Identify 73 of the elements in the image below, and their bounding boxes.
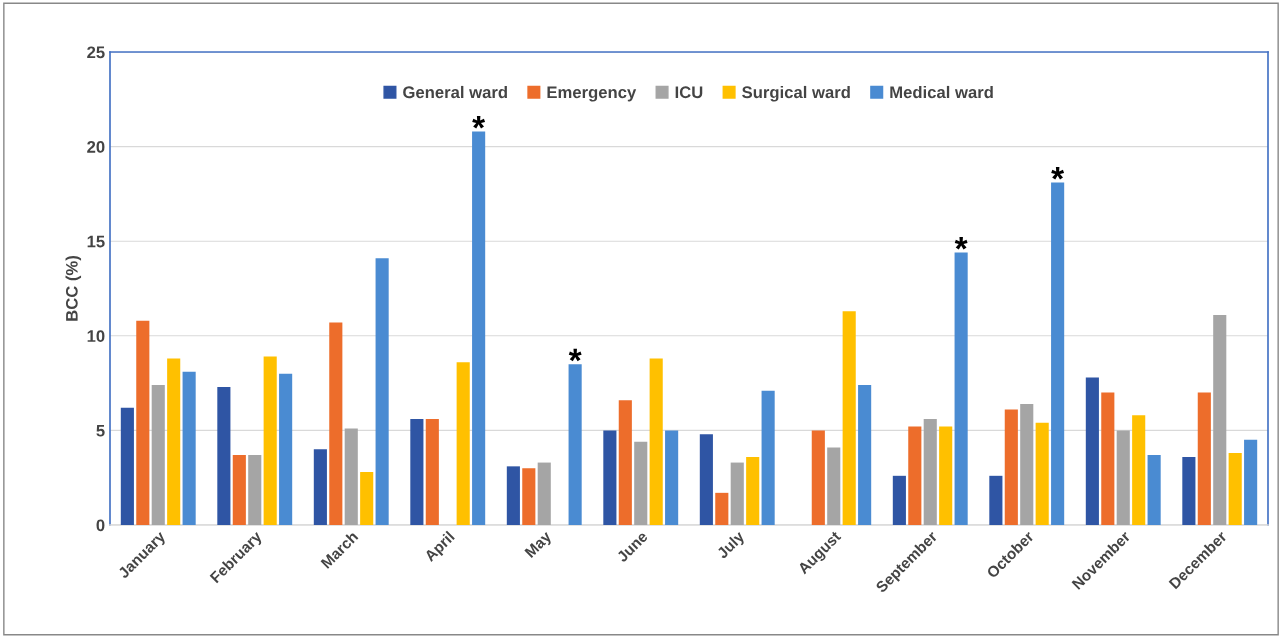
- bar: [858, 384, 872, 525]
- bar: [329, 322, 343, 525]
- bar: [263, 356, 277, 525]
- bar: [279, 373, 293, 525]
- bar: [167, 358, 181, 525]
- bar: [827, 447, 841, 525]
- bar: [746, 456, 760, 525]
- bar: [954, 252, 968, 525]
- bar: [908, 426, 922, 525]
- bar: [892, 475, 906, 525]
- bar: [603, 430, 617, 525]
- y-tick-label: 20: [87, 141, 105, 153]
- annotation: *: [1051, 167, 1065, 180]
- bar: [472, 131, 486, 525]
- bar: [842, 311, 856, 525]
- bar: [939, 426, 953, 525]
- bar: [1004, 409, 1018, 525]
- bar: [1197, 392, 1211, 525]
- annotation: *: [472, 116, 486, 129]
- bar: [506, 466, 520, 525]
- annotation: *: [954, 237, 968, 250]
- bar: [456, 362, 470, 525]
- legend-label: Medical ward: [890, 85, 993, 99]
- bar: [568, 364, 582, 525]
- bar: [375, 258, 389, 525]
- bar: [634, 441, 648, 525]
- bar: [618, 400, 632, 525]
- bar: [761, 390, 775, 525]
- bar: [923, 419, 937, 525]
- bar: [1132, 415, 1146, 525]
- bar: [1147, 455, 1161, 525]
- bar: [410, 419, 424, 525]
- bar: [989, 475, 1003, 525]
- bar: [425, 419, 439, 525]
- bar: [313, 449, 327, 525]
- y-tick-label: 25: [87, 46, 105, 59]
- bar: [1182, 456, 1196, 525]
- bar: [151, 384, 165, 525]
- legend-label: Surgical ward: [742, 85, 850, 102]
- y-tick-label: 0: [96, 519, 105, 532]
- bar: [730, 462, 744, 525]
- bar: [136, 320, 150, 525]
- bar: [232, 455, 246, 525]
- bar: [649, 358, 663, 525]
- y-tick-label: 5: [96, 424, 105, 437]
- bar: [1085, 377, 1099, 525]
- bar: [537, 462, 551, 525]
- bar: [699, 434, 713, 525]
- bar: [1035, 422, 1049, 525]
- bar: [811, 430, 825, 525]
- bar: [1244, 439, 1258, 525]
- y-axis-title: BCC (%): [65, 256, 82, 321]
- bar: [217, 386, 231, 525]
- bar: [182, 371, 196, 525]
- annotation: *: [568, 348, 582, 362]
- legend-label: General ward: [403, 85, 507, 99]
- bar: [522, 468, 536, 525]
- bar: [1228, 453, 1242, 525]
- legend-label: ICU: [675, 86, 703, 99]
- bar: [665, 430, 679, 525]
- y-tick-label: 15: [87, 235, 105, 248]
- y-tick-label: 10: [87, 330, 105, 342]
- bar: [715, 492, 729, 525]
- bar: [1116, 430, 1130, 525]
- bar: [1213, 314, 1227, 525]
- bar: [1101, 392, 1115, 525]
- bar: [360, 472, 374, 525]
- bar: [248, 455, 262, 525]
- bar: [1020, 403, 1034, 525]
- bar: [344, 428, 358, 525]
- bar: [1051, 182, 1065, 525]
- bar: [120, 407, 134, 525]
- legend-label: Emergency: [547, 86, 637, 102]
